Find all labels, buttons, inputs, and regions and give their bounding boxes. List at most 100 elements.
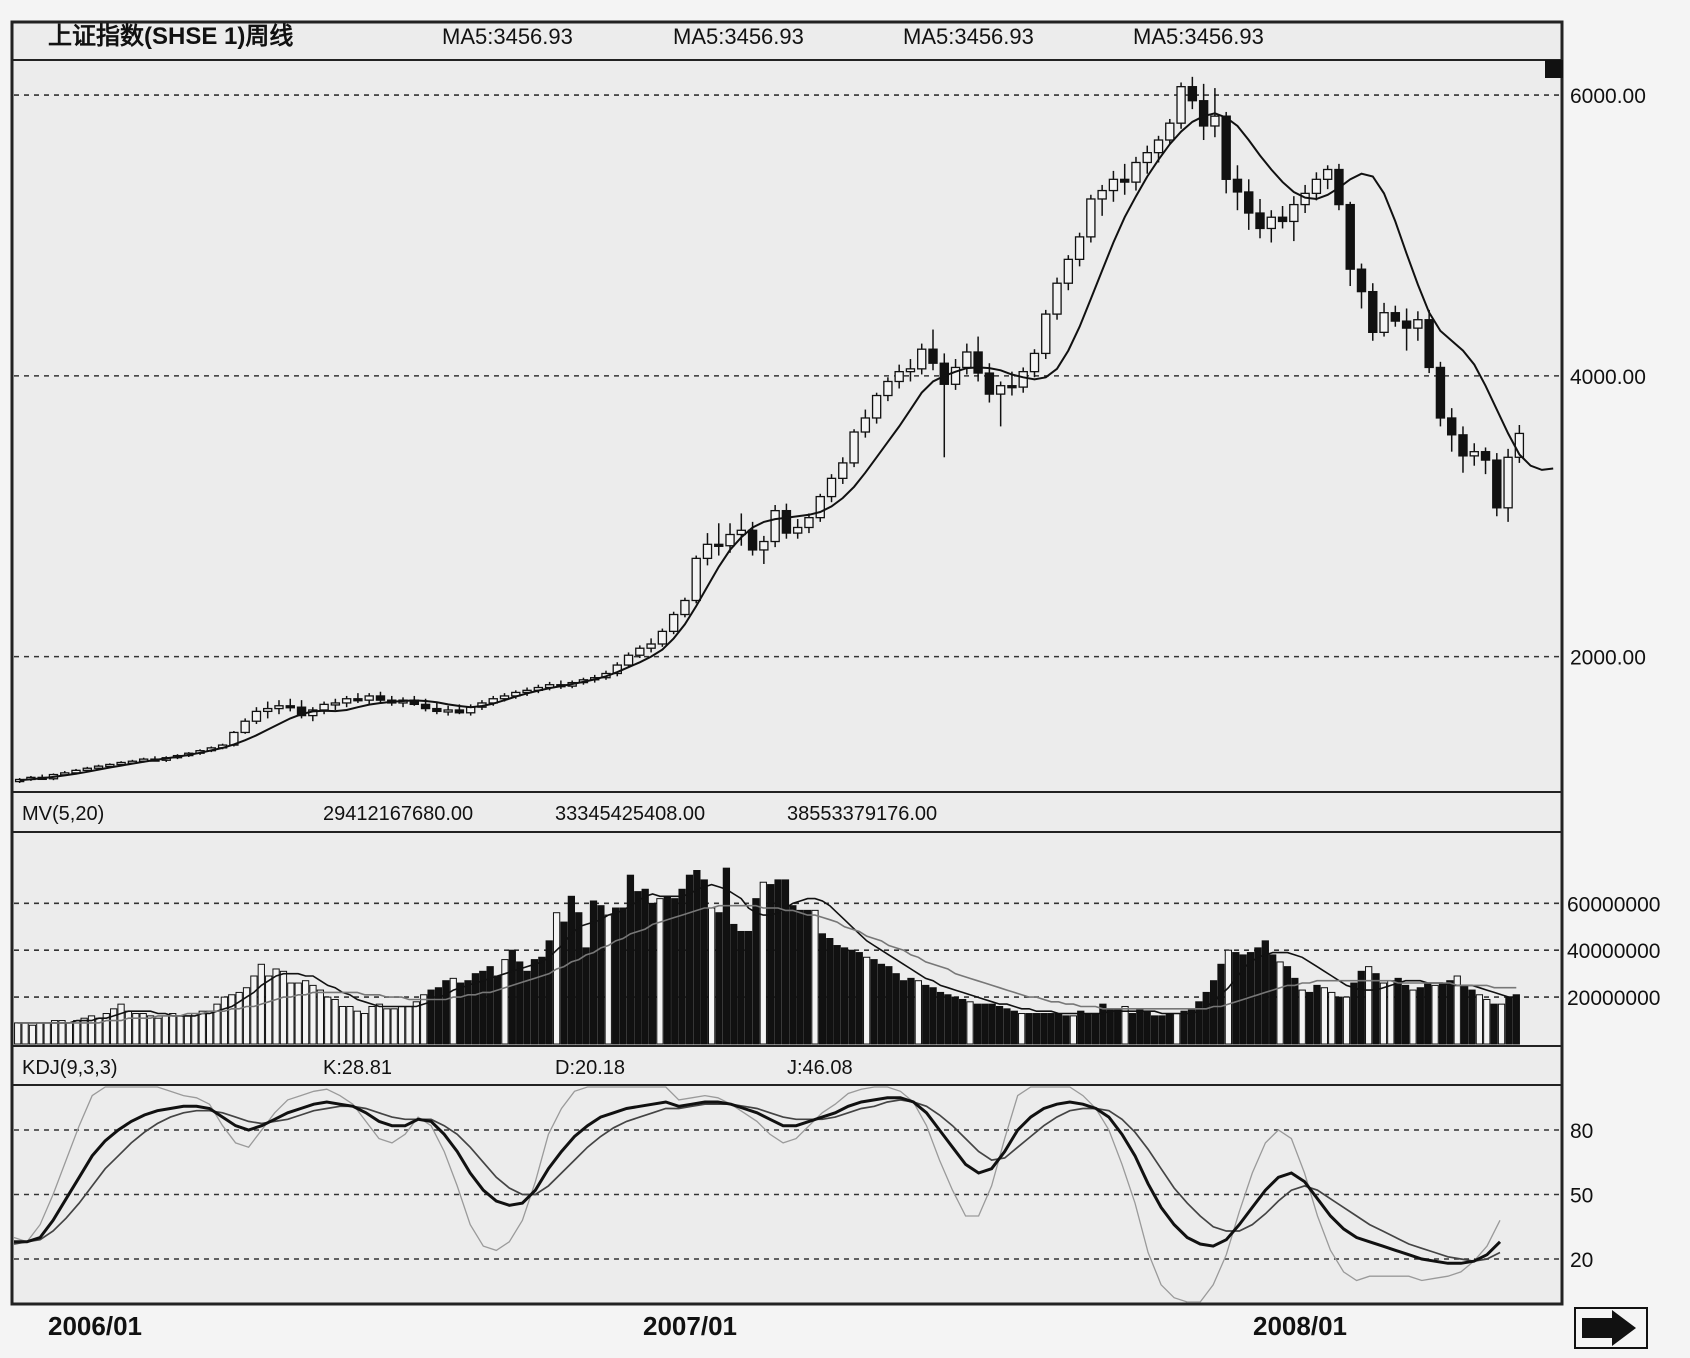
- volume-bar: [589, 900, 598, 1045]
- volume-bar: [412, 1001, 420, 1045]
- kdj-tick-label: 50: [1570, 1185, 1593, 1208]
- header-ma-label: MA5:3456.93: [1133, 24, 1264, 49]
- volume-bar: [619, 907, 627, 1045]
- volume-bar: [700, 879, 708, 1045]
- volume-bar: [161, 1015, 169, 1045]
- candle-body: [962, 351, 972, 369]
- volume-bar: [250, 975, 258, 1045]
- chart-title: 上证指数(SHSE 1)周线: [48, 23, 293, 50]
- candle-body: [263, 707, 273, 713]
- candle-body: [1041, 313, 1051, 355]
- volume-bar: [641, 888, 649, 1045]
- volume-bar: [612, 907, 620, 1045]
- volume-bar: [885, 966, 893, 1045]
- candle-body: [905, 368, 916, 373]
- volume-bar: [1099, 1003, 1107, 1045]
- volume-bar: [1505, 996, 1513, 1045]
- volume-bar: [744, 930, 753, 1045]
- volume-bar: [1047, 1013, 1055, 1045]
- candle-body: [375, 695, 386, 701]
- volume-bar: [781, 879, 790, 1045]
- volume-tick-label: 40000000: [1567, 940, 1660, 963]
- candle-body: [420, 703, 431, 710]
- kdj-d-line: [13, 1099, 1501, 1263]
- candle-body: [1458, 434, 1468, 457]
- volume-bar: [523, 970, 531, 1045]
- volume-bar: [1438, 982, 1447, 1045]
- volume-bar: [420, 994, 428, 1045]
- volume-bar: [1372, 973, 1380, 1045]
- volume-bar: [36, 1022, 44, 1045]
- candle-body: [454, 709, 465, 714]
- candle-body: [804, 517, 814, 529]
- kdj-j-value: J:46.08: [787, 1057, 853, 1079]
- volume-bar: [656, 898, 664, 1045]
- volume-bar: [1460, 984, 1469, 1045]
- volume-bar: [1365, 966, 1373, 1045]
- volume-bar: [1490, 1003, 1498, 1045]
- candle-body: [432, 707, 442, 713]
- candle-body: [1221, 115, 1231, 180]
- candle-body: [950, 366, 961, 385]
- volume-bar: [28, 1024, 37, 1045]
- volume-bar: [265, 975, 273, 1045]
- volume-bar: [1202, 991, 1210, 1045]
- header-ma-label: MA5:3456.93: [673, 24, 804, 49]
- volume-bar: [1084, 1013, 1092, 1045]
- volume-tick-label: 60000000: [1567, 893, 1660, 916]
- candle-body: [105, 763, 115, 768]
- volume-bar: [730, 923, 738, 1045]
- volume-bar: [1497, 1003, 1506, 1045]
- volume-bar: [752, 898, 760, 1045]
- corner-marker: [1545, 60, 1563, 78]
- volume-bar: [183, 1015, 192, 1045]
- volume-bar: [685, 874, 694, 1045]
- volume-bar: [973, 1003, 982, 1045]
- candle-body: [691, 557, 701, 602]
- volume-bar: [1401, 984, 1410, 1045]
- volume-bar: [228, 994, 236, 1045]
- volume-bar: [361, 1013, 369, 1045]
- volume-bar: [1209, 980, 1218, 1045]
- volume-bar: [146, 1015, 155, 1045]
- volume-bar: [1010, 1010, 1018, 1045]
- volume-bar: [1328, 991, 1336, 1045]
- volume-bar: [1195, 1001, 1203, 1045]
- volume-bar: [1475, 994, 1484, 1045]
- volume-bar: [516, 961, 524, 1045]
- candle-body: [1435, 366, 1446, 419]
- volume-bar: [1424, 982, 1432, 1045]
- volume-label: MV(5,20): [22, 803, 104, 825]
- candle-body: [781, 509, 792, 534]
- volume-bar: [272, 968, 280, 1045]
- candle-body: [1446, 417, 1457, 436]
- volume-bar: [840, 947, 849, 1045]
- candle-body: [1379, 312, 1389, 333]
- candle-body: [1492, 459, 1502, 509]
- volume-bar: [353, 1010, 361, 1045]
- volume-bar: [789, 905, 797, 1045]
- volume-bar: [693, 870, 701, 1045]
- candle-body: [319, 703, 329, 711]
- volume-bar: [479, 970, 487, 1045]
- volume-bar: [899, 980, 908, 1045]
- volume-bar: [235, 991, 243, 1045]
- candle-body: [871, 394, 882, 419]
- scroll-right-arrow-icon[interactable]: [1574, 1307, 1648, 1349]
- volume-bar: [87, 1015, 96, 1045]
- volume-bar: [966, 1001, 974, 1045]
- volume-bar: [375, 1003, 384, 1045]
- volume-bar: [1305, 991, 1314, 1045]
- candle-body: [1007, 385, 1017, 389]
- volume-bar: [560, 921, 568, 1045]
- candle-body: [443, 709, 453, 713]
- candle-body: [725, 533, 735, 547]
- volume-bar: [213, 1003, 221, 1045]
- candle-body: [714, 543, 724, 547]
- x-tick-label: 2008/01: [1253, 1311, 1347, 1341]
- candle-body: [1289, 203, 1299, 223]
- volume-bar: [1173, 1013, 1181, 1045]
- kdj-j-line: [13, 1086, 1501, 1303]
- volume-bar: [1320, 987, 1329, 1045]
- volume-bar: [117, 1003, 125, 1045]
